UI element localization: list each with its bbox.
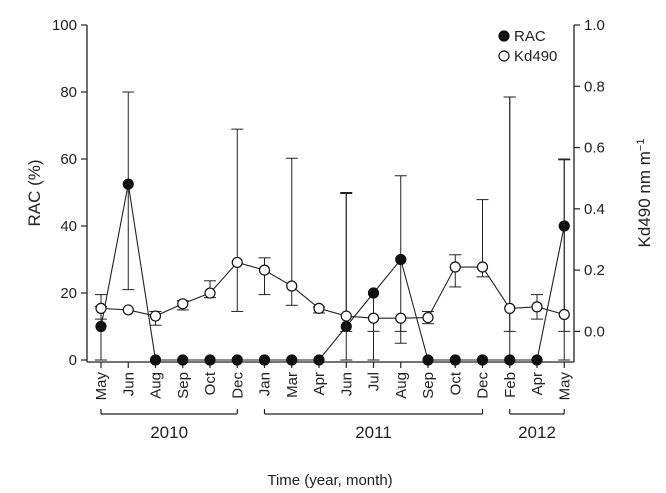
x-tick-label: Aug (148, 372, 165, 399)
right-tick-label: 0.2 (584, 262, 605, 279)
series-kd490 (95, 96, 571, 332)
data-point-rac (286, 354, 298, 366)
year-label: 2010 (150, 423, 188, 442)
legend: RAC Kd490 (498, 28, 557, 65)
data-point-kd490 (476, 261, 489, 273)
x-axis-title: Time (year, month) (267, 472, 392, 489)
left-tick-label: 80 (60, 84, 77, 101)
data-point-rac (204, 354, 216, 366)
x-tick-label: May (556, 372, 573, 401)
plot-area (95, 91, 571, 366)
data-point-kd490 (95, 302, 107, 314)
data-point-rac (95, 320, 107, 333)
data-point-rac (258, 354, 271, 366)
x-tick-label: Dec (229, 372, 246, 399)
data-point-rac (422, 354, 434, 366)
data-point-rac (504, 354, 516, 366)
legend-label-rac: RAC (514, 28, 546, 45)
legend-marker-rac (498, 30, 510, 42)
data-point-kd490 (122, 304, 134, 316)
x-tick-label: Feb (502, 372, 519, 398)
data-point-rac (367, 287, 380, 299)
right-axis-title-main: Kd490 nm m (635, 151, 654, 247)
right-axis-title: Kd490 nm m−1 (635, 139, 654, 248)
right-tick-label: 0.8 (584, 78, 605, 95)
data-point-kd490 (558, 308, 570, 321)
left-tick-label: 20 (60, 285, 77, 302)
data-point-kd490 (177, 298, 189, 310)
left-tick-label: 60 (60, 151, 77, 168)
x-tick-label: Jun (338, 372, 355, 396)
year-label: 2011 (355, 423, 392, 442)
left-axis-ticks: 0 20 40 60 80 100 (52, 17, 87, 369)
data-point-kd490 (422, 311, 434, 324)
data-point-kd490 (258, 264, 271, 276)
year-groups: 2010 2011 2012 (100, 409, 565, 442)
data-point-kd490 (204, 287, 216, 299)
x-tick-label: Dec (475, 372, 492, 399)
x-tick-label: May (93, 372, 110, 401)
x-tick-label: Apr (529, 372, 546, 395)
data-point-rac (149, 354, 162, 366)
right-axis-ticks: 0.0 0.2 0.4 0.6 0.8 1.0 (574, 17, 605, 340)
data-point-kd490 (531, 301, 543, 313)
data-point-rac (177, 354, 189, 366)
data-point-rac (531, 354, 543, 366)
data-point-rac (231, 354, 243, 366)
right-axis-title-sup: −1 (635, 139, 647, 152)
x-tick-label: Apr (311, 372, 328, 395)
x-tick-label: Oct (447, 371, 464, 395)
axes (86, 25, 575, 363)
data-point-kd490 (340, 310, 352, 322)
data-point-kd490 (395, 312, 407, 324)
data-point-kd490 (504, 302, 516, 314)
series-line-rac (100, 184, 565, 361)
x-tick-label: Jan (257, 372, 274, 396)
left-axis-title: RAC (%) (25, 159, 44, 226)
data-point-kd490 (367, 312, 380, 324)
data-point-kd490 (449, 261, 461, 273)
x-axis-ticks: May Jun Aug Sep Oct Dec Jan Mar Apr Jun Jul Aug Sep O… (93, 362, 573, 400)
x-tick-label: Oct (202, 371, 219, 395)
right-tick-label: 1.0 (584, 17, 605, 34)
x-tick-label: Aug (393, 372, 410, 399)
series-rac (95, 91, 571, 366)
year-label: 2012 (518, 423, 556, 442)
x-tick-label: Jun (120, 372, 137, 396)
left-tick-label: 0 (69, 352, 77, 369)
left-tick-label: 40 (60, 218, 77, 235)
x-tick-label: Jul (366, 372, 383, 391)
x-tick-label: Sep (175, 372, 192, 399)
data-point-rac (395, 253, 407, 266)
data-point-rac (476, 354, 489, 366)
x-tick-label: Sep (420, 372, 437, 399)
data-point-kd490 (313, 302, 325, 314)
series-line-kd490 (100, 261, 565, 319)
data-point-rac (449, 354, 461, 366)
right-tick-label: 0.4 (584, 201, 605, 218)
legend-marker-kd490 (498, 50, 510, 62)
data-point-rac (313, 354, 325, 366)
data-point-rac (122, 178, 134, 190)
data-point-kd490 (149, 310, 162, 322)
data-point-kd490 (231, 256, 243, 269)
legend-label-kd490: Kd490 (514, 48, 557, 65)
right-tick-label: 0.6 (584, 140, 605, 157)
left-tick-label: 100 (52, 17, 77, 34)
data-point-kd490 (286, 280, 298, 292)
right-tick-label: 0.0 (584, 323, 605, 340)
x-tick-label: Mar (284, 372, 301, 398)
